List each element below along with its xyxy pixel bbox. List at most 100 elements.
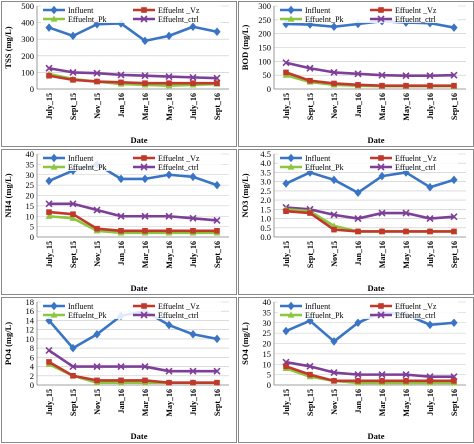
x-tick-label-nov-15: Nov_15 bbox=[330, 93, 339, 119]
legend-item-bg bbox=[278, 310, 368, 319]
legend-item-effuelnt-pk: Effuelnt_Pk bbox=[278, 14, 368, 24]
legend-swatch-marker bbox=[50, 5, 58, 15]
y-tick-label: 10 bbox=[26, 334, 35, 344]
y-tick-label: 8 bbox=[30, 343, 34, 353]
legend-item-effuelnt-pk: Effuelnt_Pk bbox=[41, 310, 131, 320]
x-axis-title: Date bbox=[368, 431, 385, 441]
data-point-effuelnt-ctrl bbox=[306, 64, 314, 72]
legend-swatch-marker bbox=[140, 15, 148, 23]
data-point-effuelnt-ctrl bbox=[426, 72, 434, 80]
legend-item-bg bbox=[278, 153, 368, 162]
x-tick-label-sept-16: Sept_16 bbox=[213, 241, 222, 268]
data-point-effuelnt-ctrl bbox=[213, 74, 221, 82]
legend-label: Effuelnt_Pk bbox=[305, 163, 344, 172]
x-tick-label-mar-16: Mar_16 bbox=[141, 389, 150, 416]
data-point-effuelnt-ctrl bbox=[354, 371, 362, 379]
data-point-influent bbox=[450, 318, 458, 328]
data-point-effuelnt-vz bbox=[403, 82, 409, 89]
data-point-effuelnt-vz bbox=[283, 208, 289, 214]
data-point-effuelnt-vz bbox=[214, 379, 220, 386]
legend-swatch-marker bbox=[378, 303, 384, 309]
data-point-influent bbox=[330, 22, 338, 32]
data-point-effuelnt-ctrl bbox=[45, 200, 53, 208]
legend-label: Influent bbox=[305, 302, 331, 311]
x-tick-label-nov-15: Nov_15 bbox=[330, 241, 339, 267]
x-tick-label-may-16: May_16 bbox=[165, 93, 174, 121]
legend-swatch-marker bbox=[377, 15, 385, 23]
legend-swatch-marker bbox=[140, 163, 148, 171]
x-axis-title: Date bbox=[131, 135, 148, 145]
data-point-influent bbox=[213, 180, 221, 190]
y-tick-label: 10 bbox=[263, 359, 272, 369]
legend-item-effuelnt-vz: Effuelnt _Vz bbox=[368, 153, 458, 163]
data-point-influent bbox=[165, 170, 173, 180]
legend-label: Effuelnt_ctrl bbox=[158, 163, 200, 172]
x-tick-label-sept-16: Sept_16 bbox=[450, 389, 459, 416]
data-point-effuelnt-vz bbox=[355, 228, 361, 235]
series-line-effuelnt-vz bbox=[285, 365, 454, 383]
y-tick-label: 5 bbox=[267, 370, 271, 380]
data-point-effuelnt-ctrl bbox=[69, 68, 77, 76]
data-point-effuelnt-ctrl bbox=[213, 216, 221, 224]
series-effuelnt-ctrl bbox=[282, 59, 458, 80]
data-point-effuelnt-ctrl bbox=[354, 70, 362, 78]
data-point-influent bbox=[378, 171, 386, 181]
data-point-effuelnt-ctrl bbox=[402, 209, 410, 217]
data-point-effuelnt-vz bbox=[451, 82, 457, 89]
data-point-effuelnt-vz bbox=[166, 379, 172, 386]
data-point-effuelnt-vz bbox=[118, 79, 124, 86]
legend-swatch-marker bbox=[287, 301, 295, 311]
y-tick-label: 0 bbox=[267, 84, 271, 94]
legend-item-bg bbox=[368, 153, 458, 162]
y-tick-label: 0 bbox=[267, 380, 271, 390]
series-line-effuelnt-ctrl bbox=[48, 66, 218, 80]
y-tick-label: 4.0 bbox=[260, 158, 271, 168]
data-point-effuelnt-vz bbox=[379, 82, 385, 89]
data-point-effuelnt-pk bbox=[45, 212, 53, 219]
series-line-influent bbox=[285, 171, 455, 195]
data-point-effuelnt-vz bbox=[166, 80, 172, 86]
series-line-effuelnt-vz bbox=[48, 74, 217, 85]
x-tick-label-nov-15: Nov_15 bbox=[330, 389, 339, 415]
x-tick-label-sept-16: Sept_16 bbox=[450, 241, 459, 268]
x-tick-label-may-16: May_16 bbox=[402, 241, 411, 269]
data-point-influent bbox=[282, 179, 290, 188]
y-tick-label: 2.5 bbox=[260, 186, 271, 196]
y-tick-label: 200 bbox=[258, 29, 271, 39]
x-tick-label-july-15: July_15 bbox=[45, 389, 54, 416]
x-tick-label-july-16: July_16 bbox=[426, 389, 435, 416]
x-tick-label-july-15: July_15 bbox=[282, 241, 291, 268]
legend-label: Influent bbox=[305, 154, 331, 163]
legend-swatch-marker bbox=[377, 311, 385, 319]
legend-swatch-marker bbox=[141, 155, 147, 161]
data-point-effuelnt-vz bbox=[451, 378, 457, 384]
data-point-influent bbox=[189, 22, 197, 32]
y-axis-title: PO4 (mg/L) bbox=[3, 322, 13, 365]
x-tick-label-july-15: July_15 bbox=[45, 93, 54, 120]
y-tick-label: 5 bbox=[30, 222, 34, 232]
data-point-effuelnt-vz bbox=[142, 227, 148, 234]
legend-label: Effuelnt_ctrl bbox=[395, 163, 437, 172]
y-tick-label: 15 bbox=[26, 201, 35, 211]
legend-item-bg bbox=[278, 301, 368, 310]
panel-border bbox=[1, 149, 237, 295]
data-point-effuelnt-vz bbox=[94, 225, 100, 232]
legend-item-influent: Influent bbox=[41, 153, 131, 163]
data-point-effuelnt-vz bbox=[214, 227, 220, 234]
x-tick-label-mar-16: Mar_16 bbox=[378, 389, 387, 416]
x-tick-label-jan-16: Jan_16 bbox=[117, 389, 126, 413]
legend-item-bg bbox=[278, 5, 368, 14]
y-tick-label: 35 bbox=[263, 307, 272, 317]
x-tick-label-july-16: July_16 bbox=[189, 93, 198, 120]
x-tick-label-july-16: July_16 bbox=[426, 241, 435, 268]
data-point-effuelnt-vz bbox=[307, 77, 313, 84]
data-point-effuelnt-vz bbox=[283, 363, 289, 370]
legend-item-bg bbox=[41, 153, 131, 162]
data-point-effuelnt-ctrl bbox=[117, 362, 125, 371]
x-tick-label-sept-16: Sept_16 bbox=[450, 93, 459, 120]
series-effuelnt-ctrl bbox=[45, 200, 221, 224]
series-line-effuelnt-vz bbox=[285, 209, 454, 233]
no3-chart-panel: 0.0 0.5 1.0 1.5 2.0 2.5 3.0 3.5 4.0 4.5 July_15 Sep… bbox=[238, 149, 474, 295]
y-tick-label: 12 bbox=[26, 325, 35, 335]
